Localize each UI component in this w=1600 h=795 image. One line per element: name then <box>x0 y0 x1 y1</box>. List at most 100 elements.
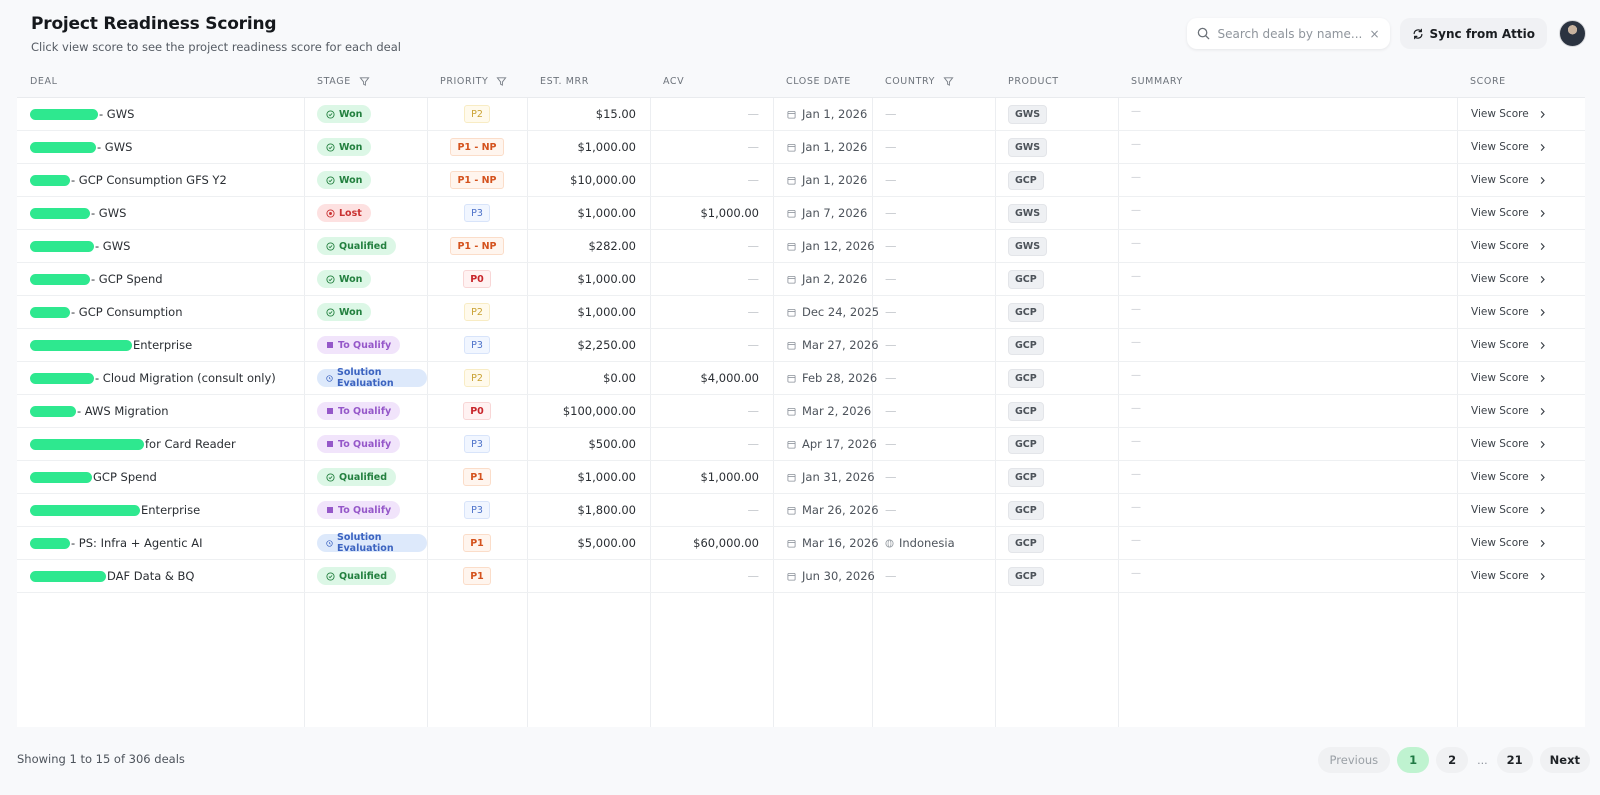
deal-name-cell[interactable]: Enterprise <box>17 494 304 526</box>
summary-cell: — <box>1131 238 1141 249</box>
summary-cell: — <box>1131 469 1141 480</box>
view-score-button[interactable]: View Score <box>1457 461 1585 493</box>
table-row[interactable]: - GWS Qualified P1 - NP $282.00 — Jan 12, 202… <box>17 230 1585 263</box>
view-score-button[interactable]: View Score <box>1457 395 1585 427</box>
deal-name-cell[interactable]: - GCP Consumption <box>17 296 304 328</box>
filter-icon[interactable] <box>943 76 954 87</box>
table-row[interactable]: - Cloud Migration (consult only) Solution… <box>17 362 1585 395</box>
deal-name-cell[interactable]: - Cloud Migration (consult only) <box>17 362 304 394</box>
column-header-est-mrr[interactable]: Est. MRR <box>540 76 589 87</box>
deal-name-cell[interactable]: - AWS Migration <box>17 395 304 427</box>
view-score-button[interactable]: View Score <box>1457 98 1585 130</box>
column-header-country[interactable]: Country <box>872 65 995 98</box>
priority-cell: P2 <box>427 296 527 328</box>
deal-name-cell[interactable]: for Card Reader <box>17 428 304 460</box>
priority-badge: P1 - NP <box>450 171 504 189</box>
table-row[interactable]: GCP Spend Qualified P1 $1,000.00 $1,000.00 Ja… <box>17 461 1585 494</box>
country-cell: — <box>885 437 897 451</box>
summary-cell: — <box>1131 436 1141 447</box>
view-score-button[interactable]: View Score <box>1457 164 1585 196</box>
product-cell: GCP <box>995 527 1118 559</box>
priority-badge: P1 - NP <box>450 138 504 156</box>
view-score-button[interactable]: View Score <box>1457 197 1585 229</box>
calendar-icon <box>787 407 796 416</box>
deal-name-cell[interactable]: - GWS <box>17 230 304 262</box>
summary-cell: — <box>1131 535 1141 546</box>
search-icon <box>1197 27 1209 40</box>
view-score-button[interactable]: View Score <box>1457 296 1585 328</box>
page-21-button[interactable]: 21 <box>1496 747 1533 773</box>
product-badge: GCP <box>1008 269 1044 289</box>
deal-name-cell[interactable]: - GWS <box>17 197 304 229</box>
column-header-close-date[interactable]: Close Date <box>786 76 851 87</box>
table-row[interactable]: - GWS Won P1 - NP $1,000.00 — Jan 1, 2026 — GWS… <box>17 131 1585 164</box>
table-row[interactable]: - GCP Consumption GFS Y2 Won P1 - NP $10,00… <box>17 164 1585 197</box>
view-score-button[interactable]: View Score <box>1457 263 1585 295</box>
page-1-button[interactable]: 1 <box>1397 747 1430 773</box>
column-header-summary[interactable]: Summary <box>1131 76 1183 87</box>
table-row[interactable]: - PS: Infra + Agentic AI Solution Evaluat… <box>17 527 1585 560</box>
page-2-button[interactable]: 2 <box>1436 747 1469 773</box>
product-badge: GCP <box>1008 368 1044 388</box>
deal-name-cell[interactable]: GCP Spend <box>17 461 304 493</box>
column-header-acv[interactable]: ACV <box>663 76 685 87</box>
search-box[interactable]: × <box>1186 18 1390 49</box>
close-date-cell: Jun 30, 2026 <box>773 560 875 592</box>
previous-page-button[interactable]: Previous <box>1317 747 1391 773</box>
deal-name: - PS: Infra + Agentic AI <box>71 536 203 550</box>
view-score-button[interactable]: View Score <box>1457 560 1585 592</box>
deal-name-cell[interactable]: - GCP Consumption GFS Y2 <box>17 164 304 196</box>
user-avatar[interactable] <box>1559 20 1586 47</box>
column-header-stage[interactable]: Stage <box>304 65 427 98</box>
summary-cell: — <box>1131 403 1141 414</box>
table-row[interactable]: - GWS Won P2 $15.00 — Jan 1, 2026 — GWS — View Sc… <box>17 98 1585 131</box>
summary-cell: — <box>1131 568 1141 579</box>
product-badge: GCP <box>1008 566 1044 586</box>
stage-badge: To Qualify <box>317 501 401 519</box>
deal-name-cell[interactable]: - GCP Spend <box>17 263 304 295</box>
table-row[interactable]: Enterprise To Qualify P3 $2,250.00 — Mar 27, … <box>17 329 1585 362</box>
clear-search-button[interactable]: × <box>1369 26 1380 41</box>
table-row[interactable]: - GCP Consumption Won P2 $1,000.00 — Dec 24, … <box>17 296 1585 329</box>
filter-icon[interactable] <box>359 76 370 87</box>
view-score-button[interactable]: View Score <box>1457 362 1585 394</box>
deal-name-cell[interactable]: - GWS <box>17 98 304 130</box>
filter-icon[interactable] <box>496 76 507 87</box>
view-score-button[interactable]: View Score <box>1457 329 1585 361</box>
close-date-cell: Jan 31, 2026 <box>773 461 875 493</box>
summary-cell: — <box>1131 172 1141 183</box>
column-header-score[interactable]: Score <box>1470 76 1506 87</box>
table-row[interactable]: DAF Data & BQ Qualified P1 — Jun 30, 2026 — GC… <box>17 560 1585 593</box>
next-page-button[interactable]: Next <box>1539 747 1590 773</box>
redacted-company-name <box>30 141 96 153</box>
table-row[interactable]: for Card Reader To Qualify P3 $500.00 — Apr 1… <box>17 428 1585 461</box>
acv-cell: — <box>747 305 760 319</box>
table-row[interactable]: - GWS Lost P3 $1,000.00 $1,000.00 Jan 7, 2026… <box>17 197 1585 230</box>
deal-name: - Cloud Migration (consult only) <box>95 371 276 385</box>
deal-name: - GCP Consumption GFS Y2 <box>71 173 227 187</box>
column-header-priority[interactable]: Priority <box>427 65 527 98</box>
column-header-deal[interactable]: Deal <box>30 76 58 87</box>
view-score-button[interactable]: View Score <box>1457 131 1585 163</box>
deal-name-cell[interactable]: Enterprise <box>17 329 304 361</box>
chevron-right-icon <box>1540 209 1545 217</box>
view-score-button[interactable]: View Score <box>1457 494 1585 526</box>
view-score-button[interactable]: View Score <box>1457 230 1585 262</box>
table-row[interactable]: - GCP Spend Won P0 $1,000.00 — Jan 2, 2026 — GC… <box>17 263 1585 296</box>
deal-name-cell[interactable]: DAF Data & BQ <box>17 560 304 592</box>
table-row[interactable]: Enterprise To Qualify P3 $1,800.00 — Mar 26, … <box>17 494 1585 527</box>
priority-cell: P3 <box>427 428 527 460</box>
chevron-right-icon <box>1540 242 1545 250</box>
sync-from-attio-button[interactable]: Sync from Attio <box>1399 18 1547 49</box>
deal-name: Enterprise <box>133 338 193 352</box>
close-date-cell: Apr 17, 2026 <box>773 428 877 460</box>
calendar-icon <box>787 473 796 482</box>
column-header-product[interactable]: Product <box>1008 76 1059 87</box>
search-input[interactable] <box>1217 26 1366 41</box>
deal-name-cell[interactable]: - PS: Infra + Agentic AI <box>17 527 304 559</box>
acv-cell: — <box>747 569 760 583</box>
table-row[interactable]: - AWS Migration To Qualify P0 $100,000.00 — M… <box>17 395 1585 428</box>
view-score-button[interactable]: View Score <box>1457 527 1585 559</box>
deal-name-cell[interactable]: - GWS <box>17 131 304 163</box>
view-score-button[interactable]: View Score <box>1457 428 1585 460</box>
